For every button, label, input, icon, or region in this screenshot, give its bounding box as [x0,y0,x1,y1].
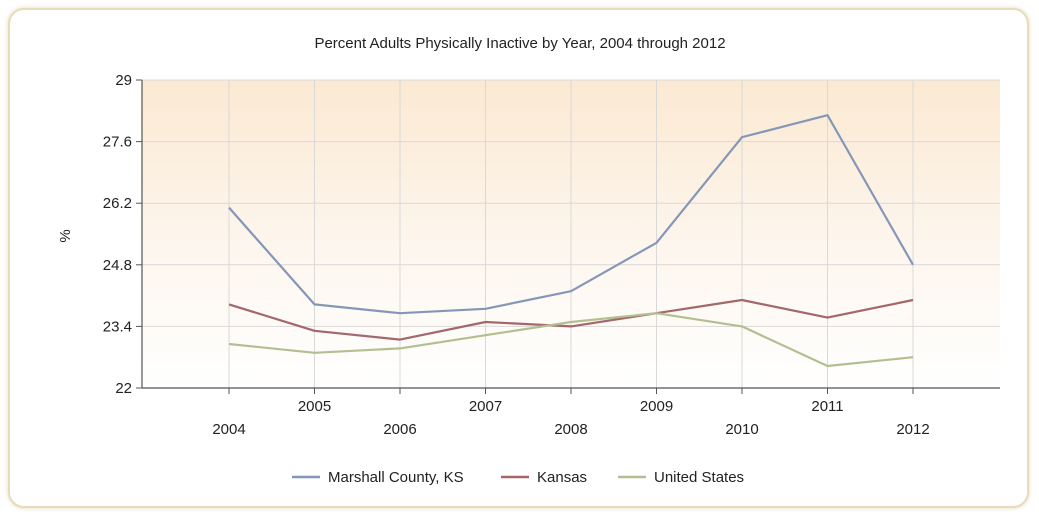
series-line [228,114,914,315]
legend-label: United States [654,469,744,486]
x-axis-ticks: 2004 2005 2006 2007 2008 2009 2010 2011 2012 [212,398,929,438]
y-tick-label: 27.6 [103,134,132,151]
x-tick-label: 2011 [811,398,843,415]
x-tick-label: 2008 [554,421,587,438]
series-lines [228,114,914,368]
y-tick-label: 29 [115,72,132,89]
grid-lines [142,79,1000,388]
y-tick-label: 26.2 [103,195,132,212]
x-tick-label: 2004 [212,421,245,438]
x-tick-label: 2012 [896,421,929,438]
series-line [228,312,914,368]
x-tick-label: 2007 [469,398,502,415]
legend-label: Kansas [537,469,587,486]
axes [136,79,1000,394]
x-tick-label: 2006 [383,421,416,438]
series-line [228,298,914,341]
x-tick-label: 2010 [725,421,758,438]
x-tick-label: 2009 [640,398,673,415]
y-axis-ticks: 22 23.4 24.8 26.2 27.6 29 [103,72,132,397]
y-tick-label: 23.4 [103,318,132,335]
y-tick-label: 22 [115,380,132,397]
y-axis-label: % [57,229,74,242]
y-tick-label: 24.8 [103,257,132,274]
x-tick-label: 2005 [298,398,331,415]
legend-label: Marshall County, KS [328,469,464,486]
legend: Marshall County, KS Kansas United States [292,469,744,486]
chart-title: Percent Adults Physically Inactive by Ye… [314,35,725,52]
